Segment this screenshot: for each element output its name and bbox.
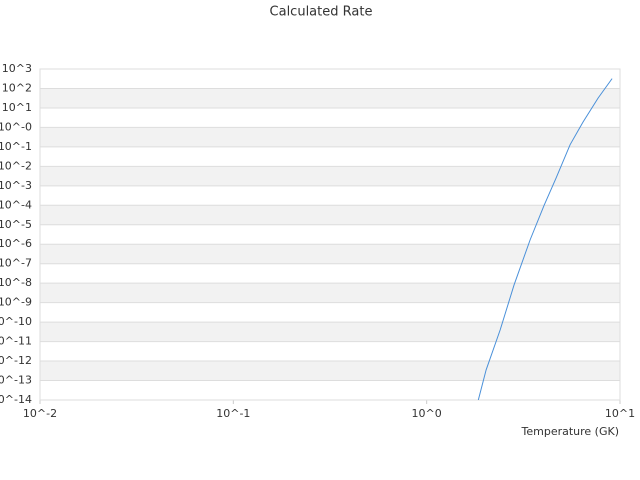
y-tick-label: 10^-8 (0, 276, 32, 289)
grid-band (40, 166, 620, 186)
y-tick-label: 10^-12 (0, 354, 32, 367)
y-tick-label: 10^-14 (0, 393, 32, 406)
y-tick-label: 10^-3 (0, 179, 32, 192)
grid-band (40, 127, 620, 147)
grid-band (40, 322, 620, 342)
chart-title: Calculated Rate (270, 5, 373, 20)
data-line (477, 78, 613, 400)
y-tick-label: 10^-11 (0, 335, 32, 348)
y-tick-label: 10^-5 (0, 218, 32, 231)
x-tick-label: 10^-1 (216, 407, 250, 420)
x-tick-label: 10^0 (412, 407, 442, 420)
y-tick-label: 10^-6 (0, 237, 32, 250)
grid-band (40, 361, 620, 381)
x-tick-label: 10^1 (605, 407, 635, 420)
grid-band (40, 244, 620, 264)
y-tick-label: 10^-1 (0, 140, 32, 153)
y-tick-label: 10^-4 (0, 198, 32, 211)
grid-band (40, 88, 620, 108)
grid-band (40, 283, 620, 303)
y-tick-label: 10^-10 (0, 315, 32, 328)
y-tick-label: 10^1 (2, 101, 32, 114)
x-tick-label: 10^-2 (23, 407, 57, 420)
plot-border (39, 68, 621, 401)
y-tick-label: 10^-9 (0, 296, 32, 309)
x-axis-label: Temperature (GK) (521, 425, 620, 438)
y-tick-label: 10^-2 (0, 159, 32, 172)
y-tick-label: 10^-7 (0, 257, 32, 270)
y-tick-label: 10^-0 (0, 120, 32, 133)
y-tick-label: 10^2 (2, 81, 32, 94)
grid-band (40, 205, 620, 225)
y-tick-label: 10^3 (2, 62, 32, 75)
y-tick-label: 10^-13 (0, 374, 32, 387)
